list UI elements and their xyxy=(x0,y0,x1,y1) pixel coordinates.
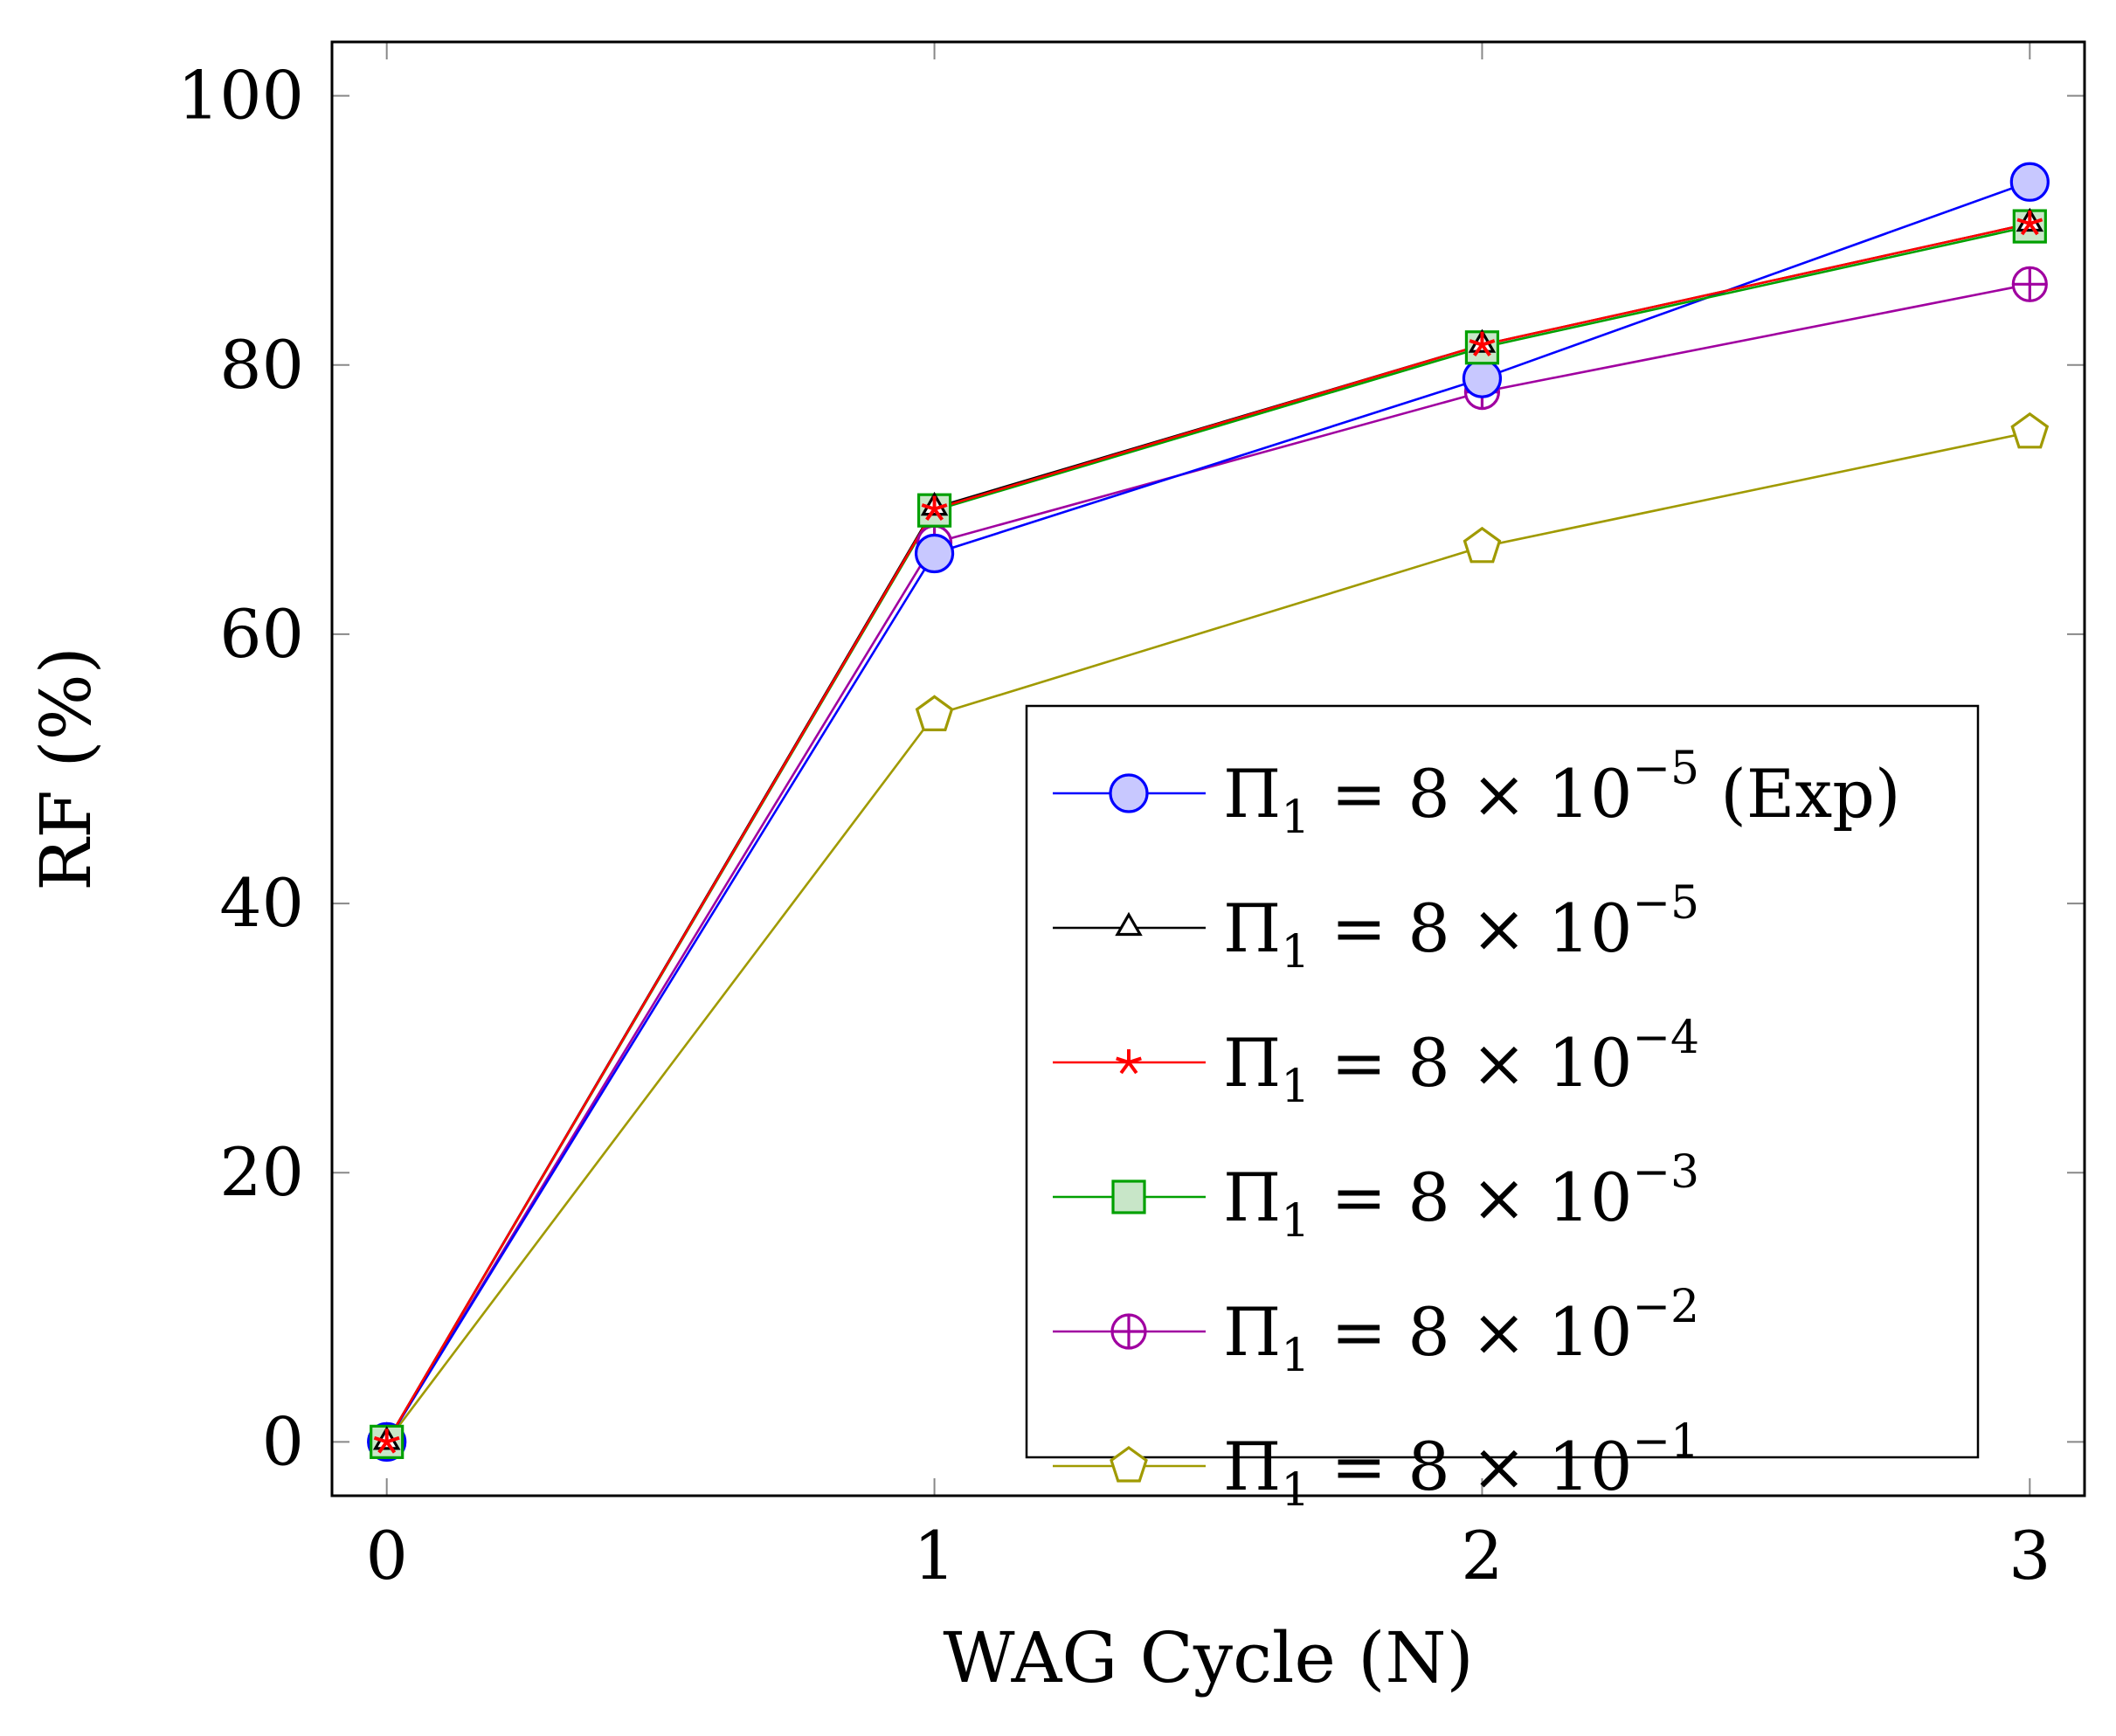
x-tick-label: 3 xyxy=(2009,1517,2050,1594)
series-layer xyxy=(367,162,2050,1462)
data-point-star xyxy=(373,1428,400,1454)
y-tick-label: 20 xyxy=(219,1133,304,1211)
tick-labels: 0 1 2 3 0 20 40 60 80 100 xyxy=(177,57,2051,1594)
legend: Π1 = 8 × 10−5 (Exp) Π1 = 8 × 10−5 Π1 = 8 ×… xyxy=(1025,704,1980,1517)
data-point-star xyxy=(2016,211,2043,236)
y-tick-label: 40 xyxy=(219,864,304,942)
x-axis-title: WAG Cycle (N) xyxy=(943,1617,1473,1698)
axis-ticks xyxy=(332,42,2085,1496)
legend-item: Π1 = 8 × 10−1 xyxy=(1053,1415,1699,1517)
x-tick-label: 2 xyxy=(1461,1517,1503,1594)
legend-item: Π1 = 8 × 10−4 xyxy=(1053,1012,1699,1113)
data-point-square xyxy=(1111,1179,1146,1214)
data-point-circle xyxy=(1109,773,1149,813)
legend-item: Π1 = 8 × 10−2 xyxy=(1053,1281,1699,1382)
legend-item: Π1 = 8 × 10−5 xyxy=(1053,877,1699,979)
y-tick-label: 60 xyxy=(219,595,304,673)
series-line xyxy=(385,431,2030,1443)
legend-label: Π1 = 8 × 10−2 xyxy=(1223,1281,1699,1382)
y-tick-label: 100 xyxy=(177,57,304,135)
y-tick-label: 80 xyxy=(219,326,304,404)
legend-label: Π1 = 8 × 10−4 xyxy=(1223,1012,1699,1113)
legend-label: Π1 = 8 × 10−5 (Exp) xyxy=(1223,743,1901,844)
series-line xyxy=(385,283,2030,1443)
data-point-star xyxy=(1116,1049,1142,1075)
legend-label: Π1 = 8 × 10−5 xyxy=(1223,877,1699,979)
data-point-oplus xyxy=(2011,266,2048,302)
legend-item: Π1 = 8 × 10−3 xyxy=(1053,1146,1699,1248)
series-line xyxy=(385,222,2030,1443)
legend-label: Π1 = 8 × 10−3 xyxy=(1223,1146,1699,1248)
data-point-star xyxy=(1469,331,1496,356)
series-line xyxy=(385,180,2030,1443)
data-point-pentagon xyxy=(915,695,954,732)
y-axis-title: RF (%) xyxy=(25,647,107,891)
y-tick-label: 0 xyxy=(262,1402,304,1480)
data-point-pentagon xyxy=(2010,412,2050,449)
legend-item: Π1 = 8 × 10−5 (Exp) xyxy=(1053,743,1901,844)
x-tick-label: 1 xyxy=(913,1517,955,1594)
x-tick-label: 0 xyxy=(366,1517,408,1594)
legend-label: Π1 = 8 × 10−1 xyxy=(1223,1415,1699,1517)
data-point-pentagon xyxy=(1110,1446,1148,1483)
data-point-oplus xyxy=(1110,1313,1147,1350)
data-point-triangle xyxy=(1115,911,1143,937)
data-point-pentagon xyxy=(1463,526,1502,564)
data-point-circle xyxy=(914,533,955,574)
plot-frame xyxy=(330,40,2086,1497)
data-point-circle xyxy=(1462,358,1503,398)
data-point-star xyxy=(921,495,948,521)
data-point-circle xyxy=(2009,162,2050,202)
